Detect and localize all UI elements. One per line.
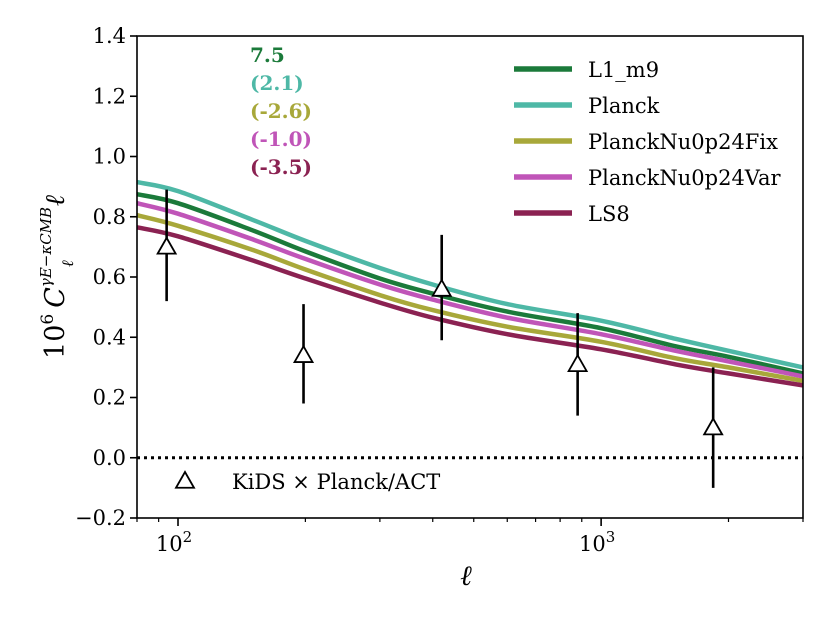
y-tick-label: 0.4 <box>93 325 126 349</box>
y-tick-label: 1.0 <box>93 145 126 169</box>
y-axis-label: 106 CγE−κCMB ℓ ℓ <box>37 194 77 359</box>
data-points-layer <box>156 189 724 488</box>
y-tick-label: 0.6 <box>93 265 126 289</box>
annotation-value: (-3.5) <box>250 155 312 179</box>
annotation-value: (-2.6) <box>250 99 312 123</box>
data-point-triangle <box>156 236 178 255</box>
y-label-sub: ℓ <box>58 260 77 267</box>
legend-label: PlanckNu0p24Fix <box>588 130 778 154</box>
series-line-planck <box>136 179 804 370</box>
x-axis-label: ℓ <box>460 559 472 592</box>
legend-label: PlanckNu0p24Var <box>588 166 782 190</box>
legend-label: Planck <box>588 94 660 118</box>
annotations-layer: 7.5 (2.1) (-2.6) (-1.0) (-3.5) <box>250 43 312 179</box>
y-label-symbol: C <box>40 287 71 308</box>
data-point-triangle <box>292 344 315 363</box>
y-tick-label: 1.4 <box>93 24 126 48</box>
legend-label: L1_m9 <box>588 58 659 82</box>
points-legend-marker <box>174 470 196 489</box>
legend: L1_m9 Planck PlanckNu0p24Fix PlanckNu0p24Va… <box>514 58 782 226</box>
y-label-suffix: ℓ <box>40 194 71 206</box>
y-tick-label: 1.2 <box>93 84 126 108</box>
annotation-value: (-1.0) <box>250 127 312 151</box>
series-line-ls8 <box>136 225 804 388</box>
legend-label: LS8 <box>588 202 630 226</box>
y-label-sup: γE−κCMB <box>37 207 55 287</box>
annotation-value: 7.5 <box>250 43 285 67</box>
x-tick-label: 103 <box>579 528 615 556</box>
y-tick-label: 0.8 <box>93 205 126 229</box>
y-label-prefix: 10 <box>40 325 71 359</box>
y-label-prefix-exp: 6 <box>38 314 58 325</box>
annotation-value: (2.1) <box>250 71 304 95</box>
data-point-triangle <box>702 416 724 436</box>
data-point-triangle <box>567 353 589 373</box>
points-legend-label: KiDS × Planck/ACT <box>232 470 440 494</box>
series-line-plancknu0p24fix <box>136 213 804 384</box>
y-tick-label: 0.0 <box>93 446 126 470</box>
y-tick-label: 0.2 <box>93 386 126 410</box>
ticks-layer: −0.2 0.0 0.2 0.4 0.6 0.8 1.0 1.2 1.4 102 103 <box>75 24 804 556</box>
points-legend: KiDS × Planck/ACT <box>174 470 440 494</box>
data-point-triangle <box>431 278 453 297</box>
x-tick-label: 102 <box>156 528 192 556</box>
series-line-plancknu0p24var <box>136 201 804 379</box>
y-tick-label: −0.2 <box>75 506 126 530</box>
